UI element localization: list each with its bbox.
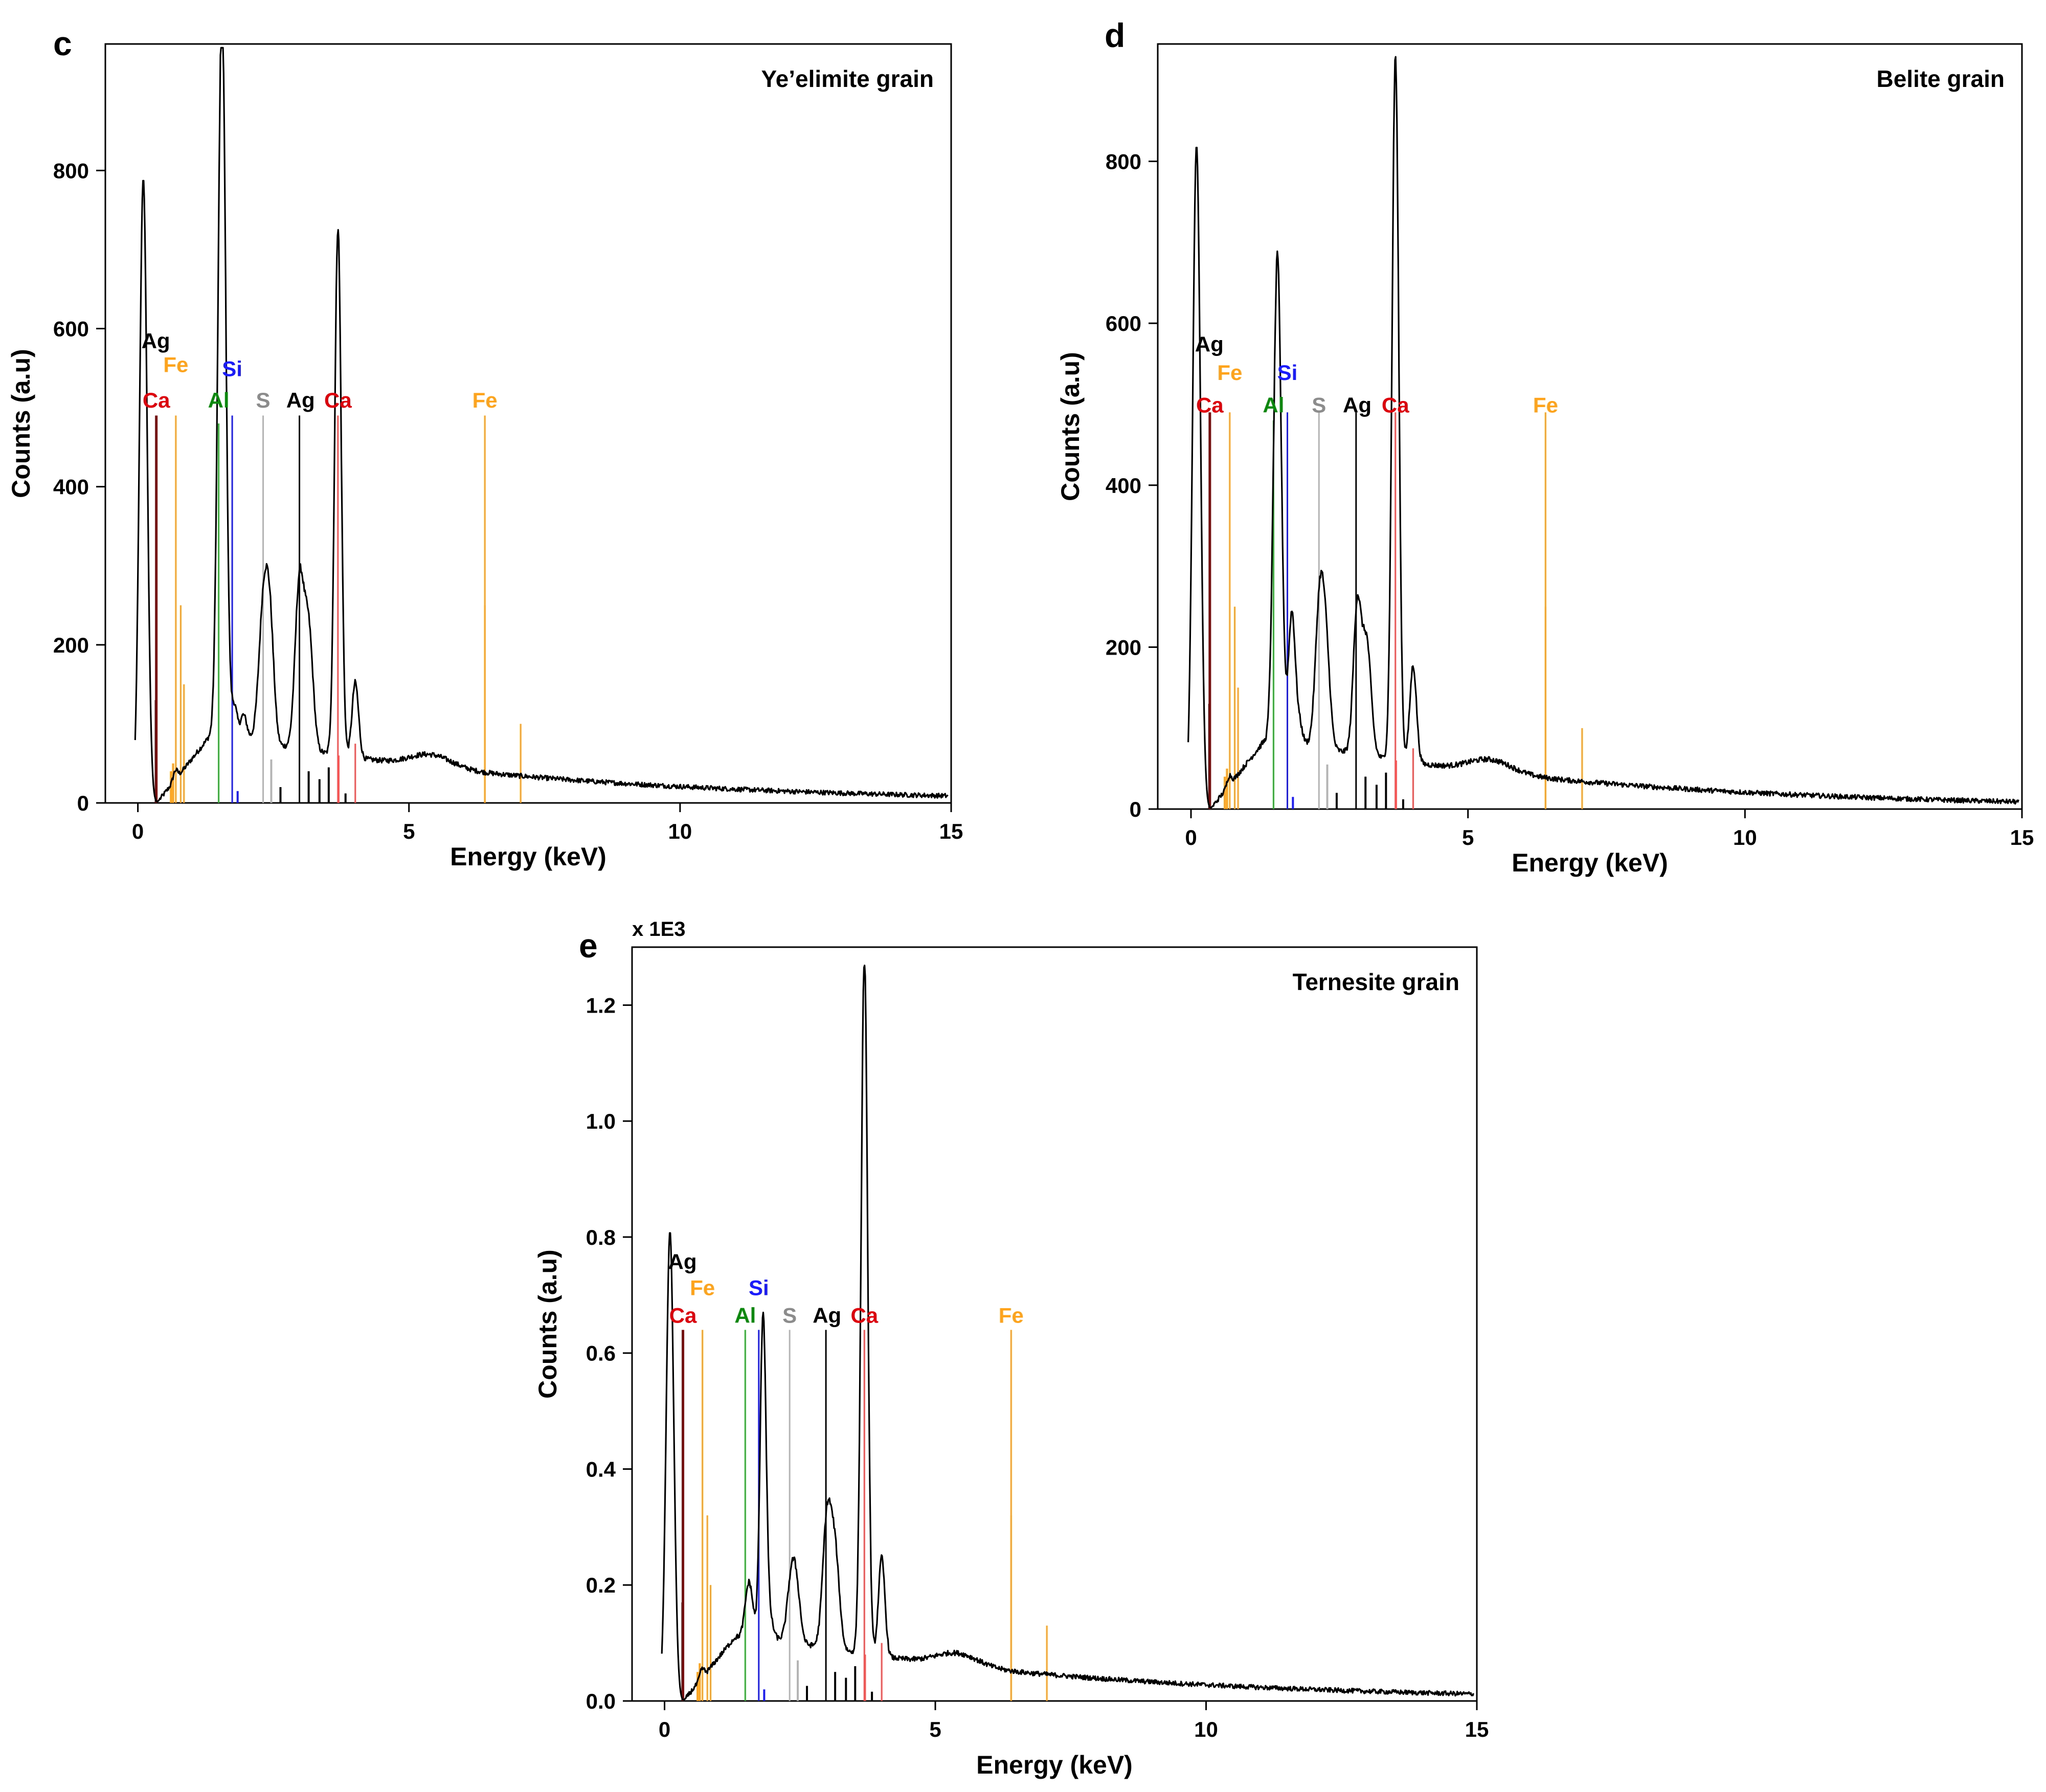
chart-title: Ye’elimite grain [761, 65, 934, 92]
element-label-al: Al [1263, 393, 1284, 417]
y-axis-label: Counts (a.u) [533, 1249, 562, 1399]
element-label-ag: Ag [1343, 393, 1372, 417]
y-tick-label: 200 [1106, 635, 1141, 659]
element-label-fe: Fe [690, 1275, 715, 1300]
y-tick-label: 600 [53, 317, 89, 341]
panel-c: c Ye’elimite grain 0 5 10 15 0 200 400 600 800 Ener… [7, 25, 963, 871]
element-label-ag: Ag [668, 1249, 696, 1273]
x-tick-label: 15 [1465, 1717, 1489, 1741]
element-label-al: Al [208, 388, 230, 412]
x-axis-label: Energy (keV) [450, 842, 606, 871]
x-tick-label: 10 [1194, 1717, 1218, 1741]
plot-area [134, 47, 949, 803]
y-tick-label: 200 [53, 633, 89, 657]
y-tick-label: 400 [53, 475, 89, 499]
element-label-ca: Ca [669, 1304, 697, 1328]
y-tick-label: 1.0 [586, 1109, 616, 1133]
x-tick-label: 5 [403, 819, 415, 843]
chart-title: Ternesite grain [1293, 969, 1459, 995]
y-tick-label: 0.8 [586, 1225, 616, 1249]
element-label-fe: Fe [999, 1304, 1024, 1328]
x-axis-label: Energy (keV) [1512, 848, 1668, 877]
y-axis-label: Counts (a.u) [7, 349, 35, 498]
element-label-s: S [782, 1304, 797, 1328]
element-label-si: Si [222, 356, 242, 380]
y-tick-label: 600 [1106, 311, 1141, 335]
x-tick-label: 10 [668, 819, 692, 843]
plot-frame [1157, 43, 2023, 810]
element-label-ca: Ca [850, 1304, 878, 1328]
x-tick-label: 0 [1185, 825, 1197, 849]
element-label-al: Al [734, 1304, 756, 1328]
element-label-fe: Fe [1217, 361, 1242, 385]
panel-e: e Ternesite grain x 1E3 0 5 10 15 0.0 0.2 0.4 0.6 0… [533, 918, 1489, 1779]
x-tick-label: 10 [1733, 825, 1757, 849]
y-tick-label: 1.2 [586, 993, 616, 1017]
x-tick-label: 15 [939, 819, 963, 843]
element-label-ca: Ca [324, 388, 352, 412]
y-axis-label: Counts (a.u) [1056, 352, 1085, 501]
plot-area [661, 965, 1474, 1701]
x-axis-label: Energy (keV) [976, 1751, 1133, 1779]
spectrum-line [1187, 56, 2019, 809]
panel-letter: c [53, 25, 72, 62]
element-label-fe: Fe [1533, 393, 1558, 417]
element-label-fe: Fe [473, 388, 498, 412]
x-tick-label: 15 [2010, 825, 2034, 849]
x-tick-label: 0 [659, 1717, 670, 1741]
y-tick-label: 0.2 [586, 1573, 616, 1597]
element-label-si: Si [749, 1275, 769, 1300]
plot-frame [631, 946, 1478, 1702]
y-tick-label: 400 [1106, 474, 1141, 498]
element-label-fe: Fe [163, 353, 188, 377]
plot-frame [104, 43, 952, 804]
element-label-ca: Ca [1196, 393, 1224, 417]
element-label-s: S [256, 388, 271, 412]
panel-letter: d [1105, 16, 1125, 54]
spectrum-line [134, 47, 949, 803]
plot-area [1187, 56, 2019, 809]
x-tick-label: 5 [929, 1717, 941, 1741]
element-label-si: Si [1277, 361, 1298, 385]
y-tick-label: 0.6 [586, 1341, 616, 1365]
spectrum-line [661, 965, 1474, 1701]
element-label-ag: Ag [1195, 332, 1224, 356]
element-label-ag: Ag [142, 329, 170, 353]
element-label-ca: Ca [1382, 393, 1409, 417]
panel-d: d Belite grain 0 5 10 15 0 200 400 600 800 Energy (… [1056, 16, 2034, 877]
element-label-ag: Ag [813, 1304, 841, 1328]
element-label-ca: Ca [143, 388, 170, 412]
y-tick-label: 0 [1130, 797, 1141, 821]
x-tick-label: 0 [132, 819, 144, 843]
y-tick-label: 0.4 [586, 1457, 616, 1481]
element-label-s: S [1312, 393, 1326, 417]
panel-letter: e [579, 927, 598, 965]
y-tick-label: 0.0 [586, 1689, 616, 1713]
y-tick-label: 800 [53, 159, 89, 183]
y-tick-label: 0 [77, 791, 89, 815]
chart-title: Belite grain [1876, 65, 2005, 92]
x-tick-label: 5 [1462, 825, 1474, 849]
y-multiplier: x 1E3 [632, 918, 686, 940]
element-label-ag: Ag [286, 388, 315, 412]
y-tick-label: 800 [1106, 150, 1141, 174]
